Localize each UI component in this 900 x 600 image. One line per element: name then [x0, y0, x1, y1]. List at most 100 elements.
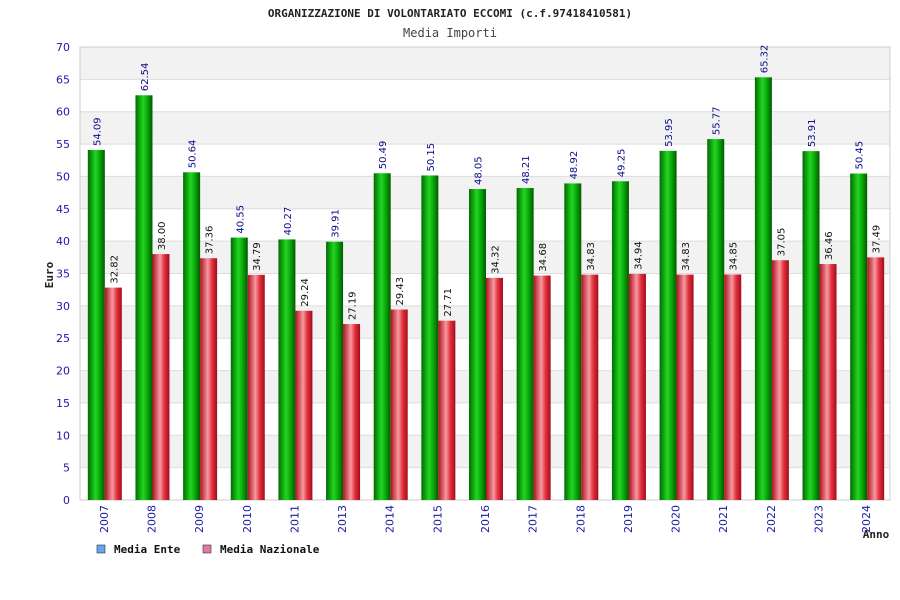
bar-value-label: 34.83: [586, 242, 597, 271]
bar-media-nazionale: [295, 310, 313, 500]
bar-value-label: 38.00: [157, 221, 168, 250]
bar-value-label: 34.83: [681, 242, 692, 271]
y-axis-ticks: 0 5 10 15 20 25 30 35 40 45 50 55 60 65 70: [56, 41, 70, 507]
y-tick-label: 0: [63, 494, 70, 507]
bar-value-label: 49.25: [616, 149, 627, 178]
y-tick-label: 65: [56, 73, 70, 86]
bar-media-ente: [707, 139, 725, 500]
x-tick-label: 2020: [670, 505, 683, 533]
bar-value-label: 34.85: [729, 242, 740, 271]
bar-media-nazionale: [104, 287, 122, 500]
bar-value-label: 34.68: [538, 243, 549, 272]
bar-media-nazionale: [533, 275, 551, 500]
bar-value-label: 27.19: [348, 291, 359, 320]
x-tick-label: 2013: [336, 505, 349, 533]
chart-subtitle: Media Importi: [403, 26, 497, 40]
bar-value-label: 37.49: [872, 225, 883, 254]
bar-media-nazionale: [724, 274, 742, 500]
x-tick-label: 2009: [193, 505, 206, 533]
bar-media-ente: [516, 188, 534, 500]
bar-media-ente: [135, 95, 153, 500]
bar-media-nazionale: [581, 274, 599, 500]
x-tick-label: 2023: [813, 505, 826, 533]
bar-value-label: 37.36: [205, 226, 216, 255]
bar-media-nazionale: [247, 274, 265, 500]
bar-media-nazionale: [867, 257, 885, 500]
bar-media-nazionale: [200, 258, 218, 500]
chart-title: ORGANIZZAZIONE DI VOLONTARIATO ECCOMI (c…: [268, 7, 632, 20]
bar-value-label: 62.54: [140, 63, 151, 92]
x-tick-label: 2021: [717, 505, 730, 533]
bar-media-ente: [659, 150, 677, 500]
bar-media-ente: [421, 175, 439, 500]
bar-value-label: 50.15: [426, 143, 437, 172]
bar-value-label: 48.92: [569, 151, 580, 180]
bar-value-label: 34.94: [633, 241, 644, 270]
x-tick-label: 2018: [574, 505, 587, 533]
bar-media-ente: [802, 151, 820, 500]
bar-value-label: 27.71: [443, 288, 454, 317]
y-tick-label: 30: [56, 300, 70, 313]
y-tick-label: 50: [56, 170, 70, 183]
y-tick-label: 55: [56, 138, 70, 151]
bar-value-label: 65.32: [759, 45, 770, 74]
x-axis-label: Anno: [863, 528, 890, 541]
legend-swatch-media-ente: [96, 544, 106, 554]
bar-media-ente: [87, 149, 105, 500]
y-tick-label: 20: [56, 365, 70, 378]
bar-value-label: 55.77: [712, 106, 723, 135]
bar-media-ente: [230, 237, 248, 501]
y-tick-label: 40: [56, 235, 70, 248]
x-tick-label: 2017: [527, 505, 540, 533]
bar-media-nazionale: [438, 320, 456, 500]
bar-media-ente: [278, 239, 296, 500]
bar-media-nazionale: [152, 254, 170, 500]
legend-label-media-ente: Media Ente: [114, 543, 181, 556]
bar-media-ente: [469, 189, 486, 500]
y-tick-label: 45: [56, 203, 70, 216]
bar-media-nazionale: [343, 324, 361, 500]
x-tick-label: 2007: [98, 505, 111, 533]
x-tick-label: 2024: [860, 505, 873, 533]
plot-band: [80, 47, 890, 80]
bar-media-nazionale: [628, 273, 646, 500]
y-tick-label: 15: [56, 397, 70, 410]
x-axis-ticks: 2007 2008 2009 2010 2011 2013 2014 2015 2016 2017…: [98, 505, 873, 533]
bar-value-label: 36.46: [824, 231, 835, 260]
legend-label-media-nazionale: Media Nazionale: [220, 543, 320, 556]
bars: 54.09 32.82 62.54 38.00 50.64 37.36 40.55 34.79…: [87, 45, 885, 501]
bar-value-label: 34.79: [252, 242, 263, 271]
bar-value-label: 37.05: [776, 228, 787, 257]
bar-media-ente: [183, 172, 201, 500]
y-tick-label: 10: [56, 429, 70, 442]
bar-value-label: 50.49: [378, 141, 389, 170]
x-tick-label: 2016: [479, 505, 492, 533]
bar-value-label: 53.91: [807, 118, 818, 147]
x-tick-label: 2010: [241, 505, 254, 533]
bar-media-ente: [850, 173, 868, 501]
bar-value-label: 50.45: [855, 141, 866, 170]
bar-media-nazionale: [676, 274, 694, 500]
bar-value-label: 48.05: [474, 156, 485, 185]
bar-value-label: 29.24: [300, 278, 311, 307]
bar-value-label: 54.09: [92, 117, 103, 146]
y-tick-label: 5: [63, 462, 70, 475]
x-tick-label: 2014: [384, 505, 397, 533]
x-tick-label: 2019: [622, 505, 635, 533]
x-tick-label: 2011: [288, 505, 301, 533]
bar-media-nazionale: [390, 309, 408, 500]
bar-value-label: 40.55: [235, 205, 246, 234]
legend-swatch-media-nazionale: [202, 544, 212, 554]
bar-media-ente: [373, 173, 391, 500]
bar-media-nazionale: [771, 260, 789, 500]
bar-media-ente: [326, 241, 344, 500]
y-tick-label: 70: [56, 41, 70, 54]
bar-media-ente: [564, 183, 582, 500]
bar-value-label: 48.21: [521, 155, 532, 184]
bar-value-label: 50.64: [188, 140, 199, 169]
bar-value-label: 53.95: [664, 118, 675, 147]
bar-media-ente: [754, 77, 772, 500]
y-axis-label: Euro: [43, 261, 56, 288]
bar-media-nazionale: [486, 277, 503, 500]
